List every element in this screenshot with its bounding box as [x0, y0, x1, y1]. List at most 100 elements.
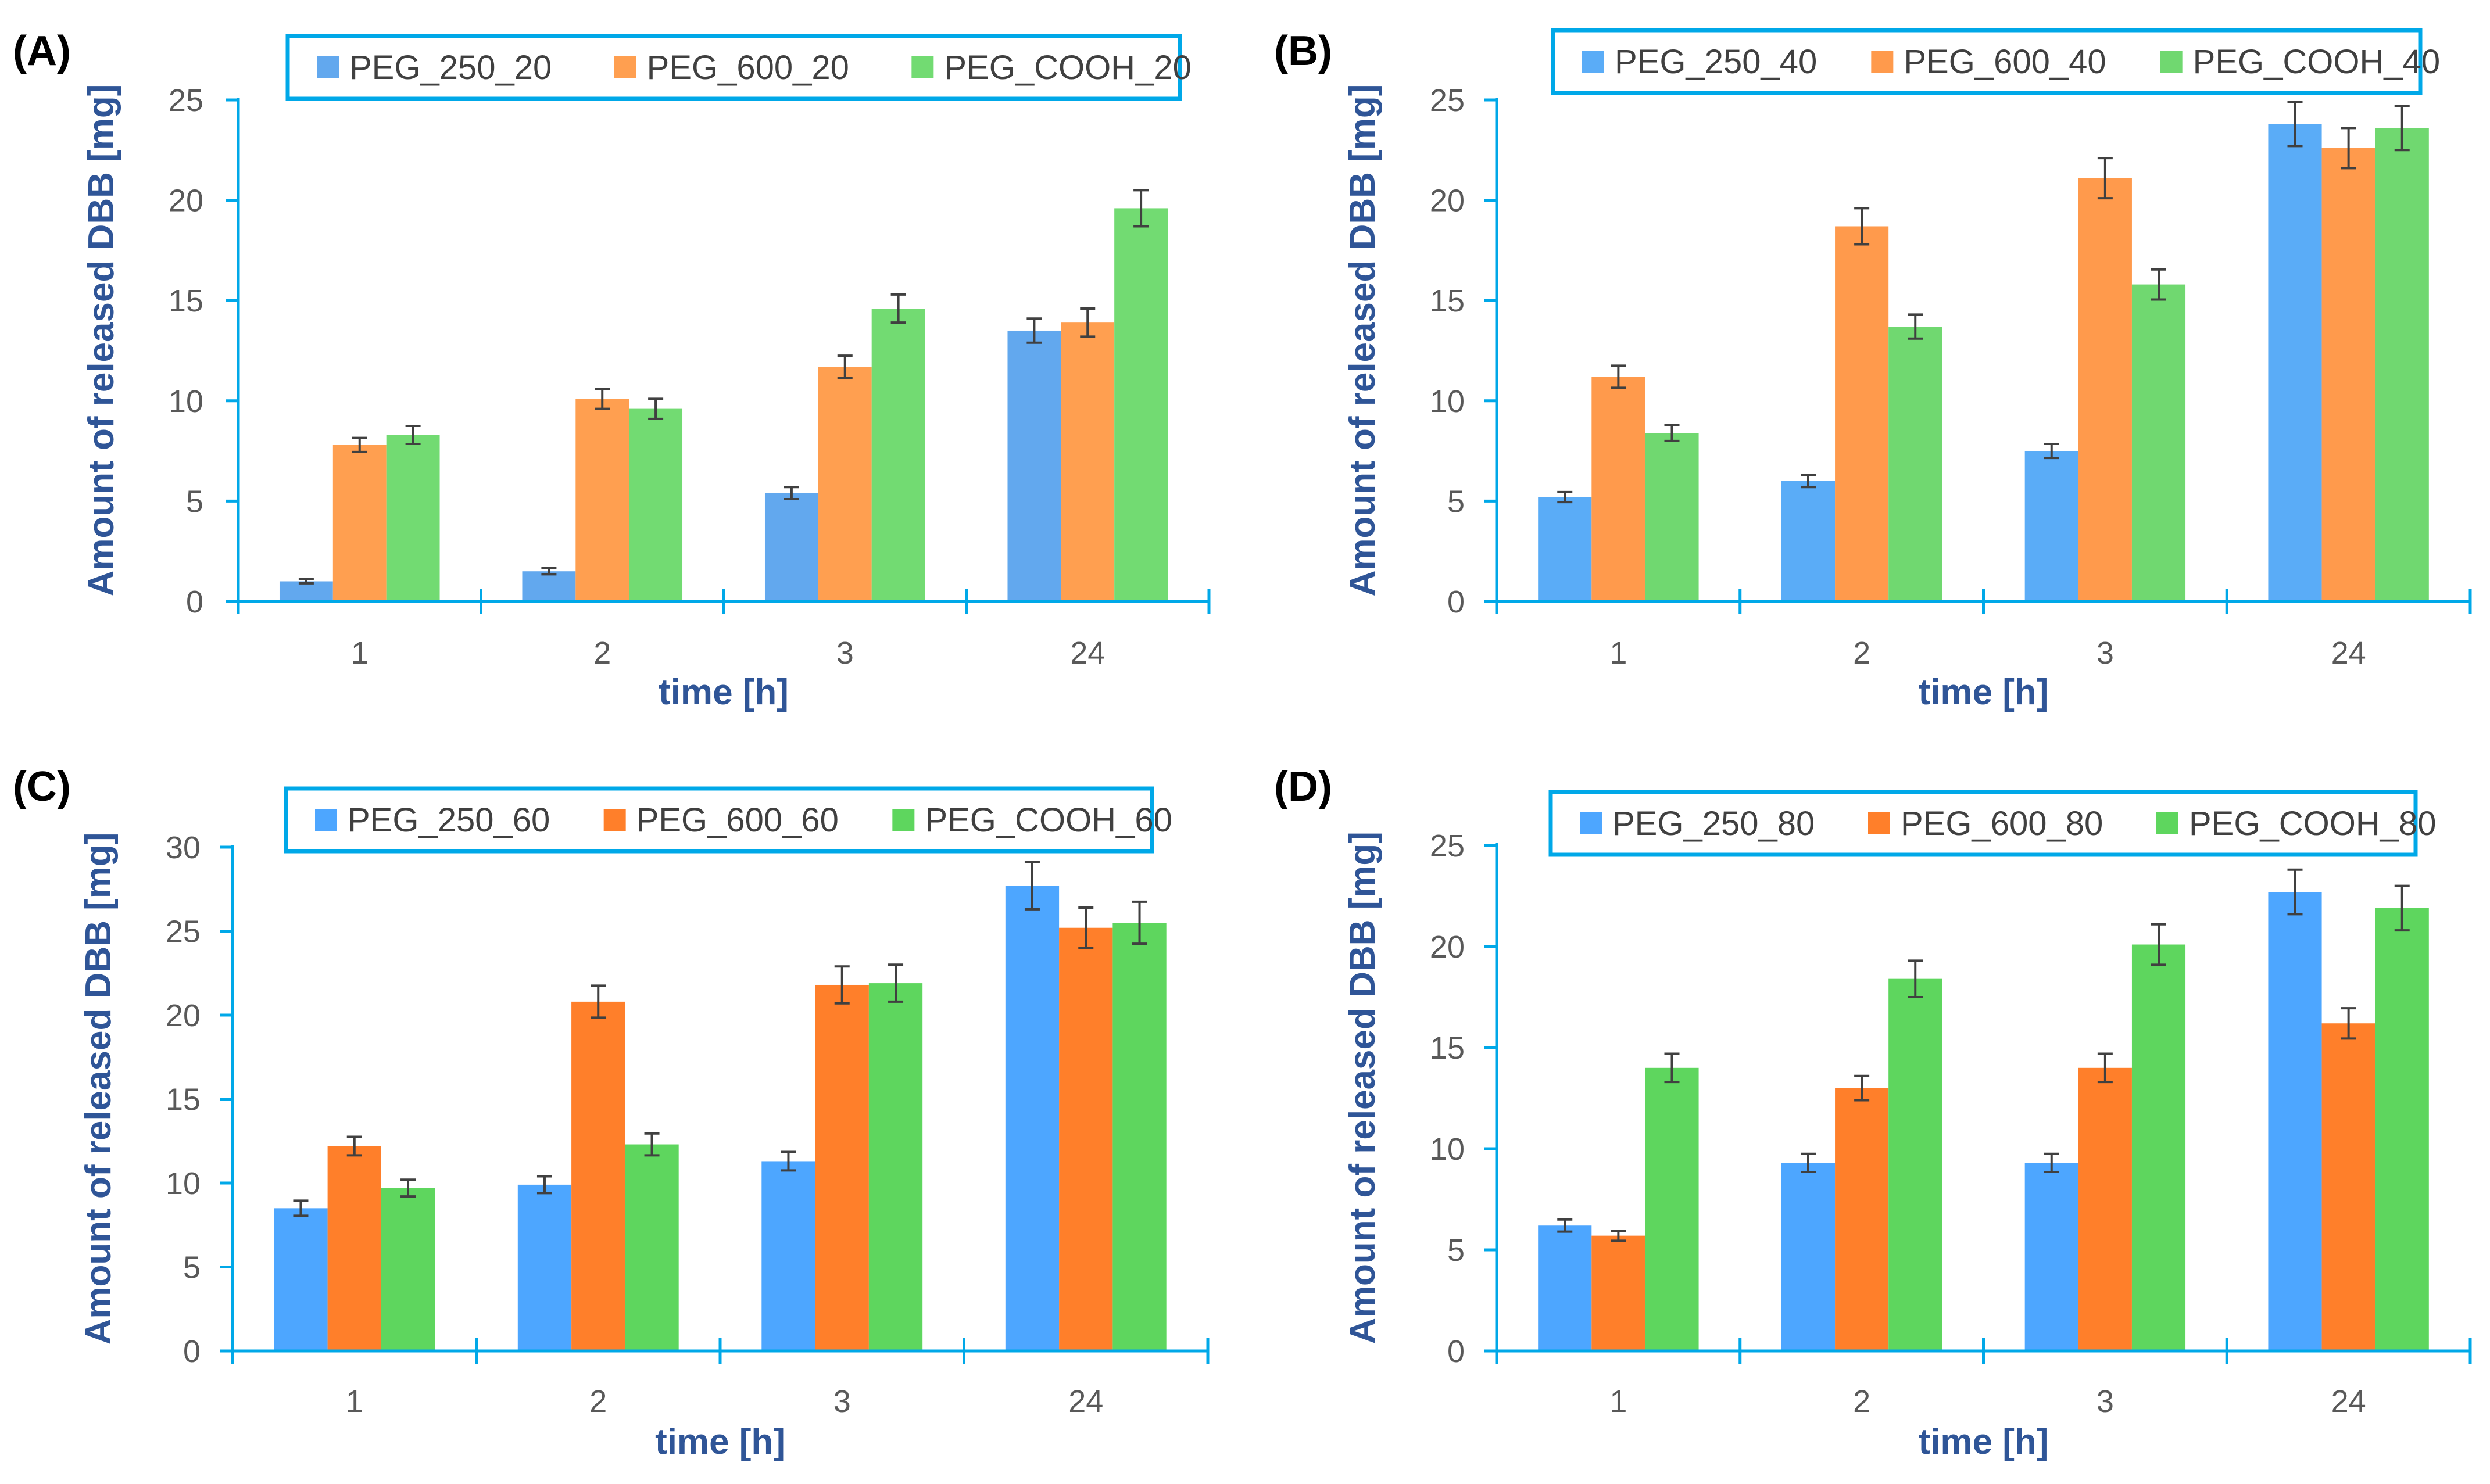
- y-tick-label: 10: [166, 1166, 201, 1201]
- legend-swatch-PEG_COOH_20: [911, 56, 934, 78]
- legend-box: [1548, 790, 2418, 857]
- y-tick-label: 20: [1430, 184, 1465, 218]
- bar-PEG_COOH_80-t24: [2375, 908, 2429, 1351]
- x-tick-label: 24: [2331, 1384, 2366, 1419]
- panel-label: (A): [13, 28, 71, 74]
- x-tick-label: 24: [1068, 1384, 1103, 1419]
- error-bar-PEG_600_20-t24: [1080, 307, 1096, 338]
- bar-PEG_250_40-t2: [1781, 481, 1836, 601]
- y-tick-label: 20: [166, 998, 201, 1033]
- bar-PEG_COOH_40-t24: [2375, 128, 2429, 601]
- bar-PEG_600_80-t2: [1835, 1088, 1889, 1351]
- bar-PEG_250_20-t2: [522, 571, 576, 601]
- error-bar-PEG_250_20-t3: [784, 486, 799, 500]
- x-tick-label: 3: [836, 636, 854, 671]
- panel-label: (D): [1274, 763, 1332, 810]
- error-bar-PEG_COOH_40-t3: [2151, 268, 2166, 301]
- bar-PEG_250_40-t24: [2268, 124, 2322, 601]
- bar-PEG_COOH_40-t1: [1645, 433, 1699, 601]
- bar-PEG_250_80-t3: [2024, 1163, 2078, 1351]
- x-tick-label: 3: [2097, 1384, 2114, 1419]
- y-axis-title: Amount of released DBB [mg]: [78, 833, 119, 1345]
- x-axis-title: time [h]: [659, 672, 789, 712]
- y-tick-label: 25: [1430, 83, 1465, 118]
- bar-PEG_250_80-t1: [1538, 1225, 1592, 1351]
- bar-PEG_600_80-t1: [1591, 1235, 1645, 1351]
- legend-box: [285, 34, 1182, 101]
- bar-PEG_COOH_20-t24: [1114, 208, 1168, 602]
- bar-PEG_600_80-t24: [2321, 1023, 2375, 1351]
- bar-PEG_600_40-t24: [2321, 148, 2375, 601]
- error-bar-PEG_250_40-t3: [2044, 443, 2059, 460]
- x-tick-label: 1: [346, 1384, 363, 1419]
- legend-entry-PEG_600_60: PEG_600_60: [636, 801, 839, 839]
- x-tick-label: 24: [2331, 636, 2366, 671]
- bar-PEG_600_80-t3: [2078, 1067, 2132, 1351]
- error-bar-PEG_600_80-t1: [1611, 1229, 1626, 1242]
- chart-panel-2: (B) 0 5 10 15 20 25 1 2 3 24 time [h] Amount of rele…: [1274, 28, 2472, 712]
- x-tick-label: 3: [833, 1384, 851, 1419]
- y-tick-label: 15: [1430, 1031, 1465, 1066]
- error-bar-PEG_600_60-t2: [591, 984, 606, 1019]
- legend-swatch-PEG_600_80: [1868, 812, 1890, 834]
- error-bar-PEG_250_40-t24: [2287, 101, 2303, 148]
- bar-PEG_COOH_20-t2: [629, 408, 683, 601]
- bar-PEG_250_80-t2: [1781, 1163, 1836, 1351]
- panel-label: (B): [1274, 28, 1332, 74]
- legend-swatch-PEG_COOH_80: [2156, 812, 2178, 834]
- bar-PEG_250_40-t1: [1538, 497, 1592, 601]
- x-axis-title: time [h]: [1919, 672, 2049, 712]
- y-tick-label: 10: [1430, 1132, 1465, 1167]
- legend-box: [1551, 28, 2423, 95]
- legend-swatch-PEG_250_40: [1582, 51, 1604, 73]
- error-bar-PEG_250_80-t1: [1557, 1218, 1573, 1233]
- y-tick-label: 0: [183, 1334, 201, 1369]
- legend-entry-PEG_COOH_60: PEG_COOH_60: [925, 801, 1172, 839]
- y-tick-label: 25: [1430, 829, 1465, 863]
- y-tick-label: 10: [1430, 384, 1465, 419]
- error-bar-PEG_250_80-t24: [2287, 868, 2303, 916]
- bar-PEG_250_20-t3: [764, 493, 818, 601]
- y-tick-label: 0: [1447, 585, 1465, 619]
- legend-entry-PEG_600_80: PEG_600_80: [1901, 805, 2103, 843]
- error-bar-PEG_COOH_20-t3: [890, 293, 906, 324]
- error-bar-PEG_600_60-t1: [346, 1135, 362, 1157]
- legend: PEG_250_40 PEG_600_40 PEG_COOH_40: [1551, 28, 2440, 95]
- y-tick-label: 15: [166, 1082, 201, 1117]
- error-bar-PEG_600_40-t2: [1854, 207, 1870, 246]
- legend-swatch-PEG_600_40: [1871, 51, 1894, 73]
- legend-swatch-PEG_COOH_60: [892, 809, 915, 831]
- legend-swatch-PEG_250_60: [315, 809, 337, 831]
- legend-entry-PEG_600_20: PEG_600_20: [647, 49, 849, 87]
- y-tick-label: 15: [1430, 284, 1465, 318]
- legend-swatch-PEG_250_20: [317, 56, 339, 78]
- bar-PEG_COOH_40-t2: [1888, 327, 1942, 601]
- legend: PEG_250_20 PEG_600_20 PEG_COOH_20: [285, 34, 1192, 101]
- x-tick-label: 1: [1609, 636, 1627, 671]
- bar-PEG_600_40-t1: [1591, 377, 1645, 601]
- legend-swatch-PEG_COOH_40: [2160, 51, 2183, 73]
- error-bar-PEG_250_60-t3: [781, 1150, 796, 1172]
- legend: PEG_250_60 PEG_600_60 PEG_COOH_60: [284, 786, 1172, 854]
- legend-swatch-PEG_600_60: [603, 809, 626, 831]
- panel-label: (C): [13, 763, 71, 810]
- legend-entry-PEG_250_80: PEG_250_80: [1612, 805, 1815, 843]
- y-axis-title: Amount of released DBB [mg]: [81, 84, 121, 597]
- legend-entry-PEG_COOH_20: PEG_COOH_20: [944, 49, 1192, 87]
- error-bar-PEG_250_40-t2: [1801, 474, 1816, 489]
- error-bar-PEG_COOH_40-t1: [1664, 424, 1680, 442]
- bar-PEG_600_60-t24: [1059, 927, 1113, 1351]
- y-tick-label: 30: [166, 830, 201, 865]
- y-tick-label: 15: [169, 284, 203, 318]
- error-bar-PEG_COOH_20-t1: [405, 424, 421, 446]
- bar-PEG_600_20-t3: [818, 367, 872, 601]
- error-bar-PEG_COOH_80-t24: [2394, 884, 2410, 932]
- y-tick-label: 20: [1430, 930, 1465, 965]
- bar-PEG_600_60-t2: [571, 1001, 625, 1351]
- y-tick-label: 25: [166, 915, 201, 949]
- legend-box: [284, 786, 1154, 854]
- error-bar-PEG_COOH_20-t2: [648, 397, 664, 420]
- legend-entry-PEG_250_20: PEG_250_20: [349, 49, 552, 87]
- legend-entry-PEG_600_40: PEG_600_40: [1904, 43, 2106, 81]
